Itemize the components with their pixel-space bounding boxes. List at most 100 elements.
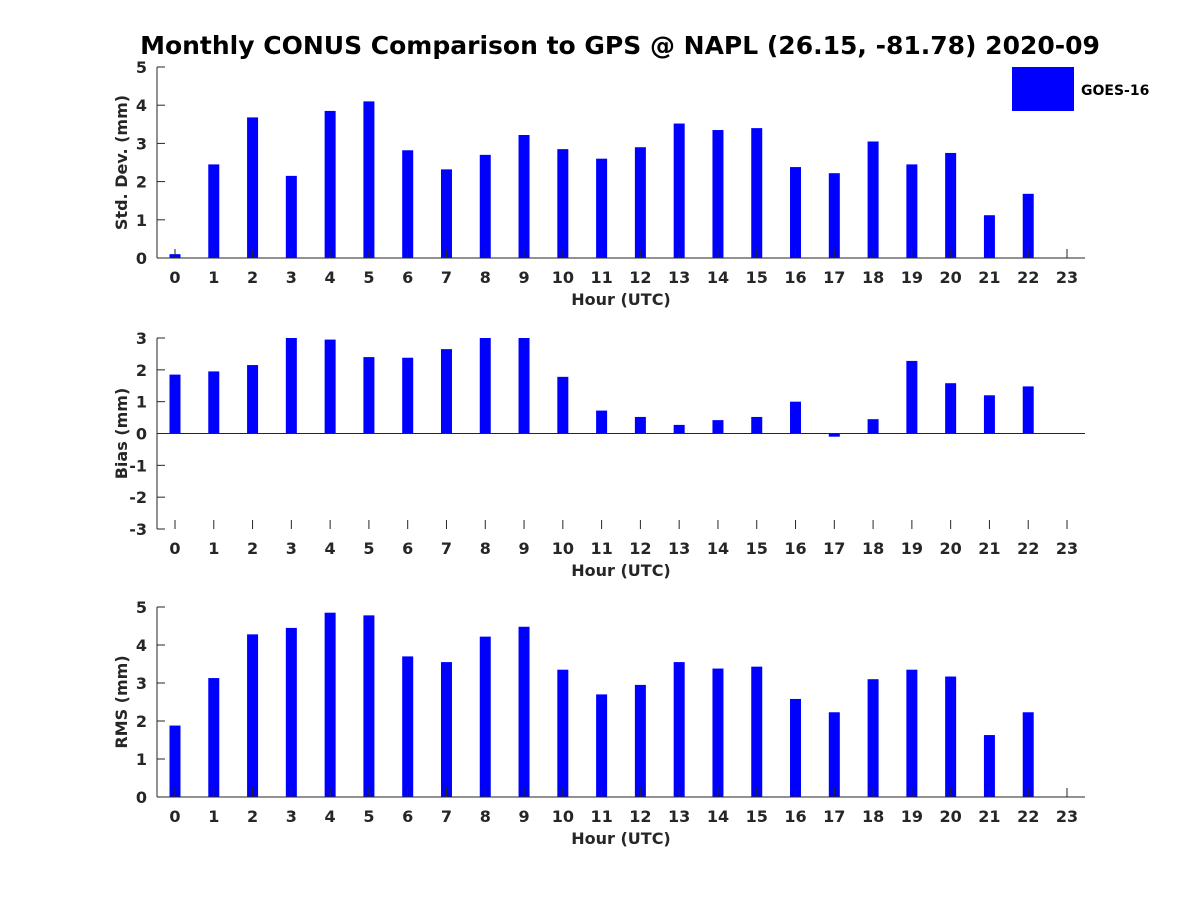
y-tick-label: 4 bbox=[136, 636, 147, 655]
bar-hour-1 bbox=[208, 164, 220, 258]
x-tick-label: 18 bbox=[862, 268, 884, 287]
bar-hour-9 bbox=[518, 338, 530, 434]
x-tick-label: 23 bbox=[1056, 539, 1078, 558]
x-tick-label: 4 bbox=[325, 268, 336, 287]
x-tick-label: 14 bbox=[707, 807, 729, 826]
x-tick-label: 22 bbox=[1017, 807, 1039, 826]
x-tick-label: 10 bbox=[552, 539, 574, 558]
x-tick-label: 12 bbox=[629, 268, 651, 287]
x-tick-label: 1 bbox=[208, 268, 219, 287]
chart-title: Monthly CONUS Comparison to GPS @ NAPL (… bbox=[140, 31, 1100, 60]
x-tick-label: 9 bbox=[518, 268, 529, 287]
bar-hour-21 bbox=[983, 215, 995, 258]
bar-hour-19 bbox=[906, 669, 918, 797]
x-tick-label: 11 bbox=[590, 539, 612, 558]
x-axis-label: Hour (UTC) bbox=[571, 561, 671, 580]
bar-hour-11 bbox=[596, 694, 608, 797]
bar-hour-7 bbox=[440, 169, 452, 258]
x-tick-label: 5 bbox=[363, 539, 374, 558]
x-tick-label: 8 bbox=[480, 807, 491, 826]
bar-hour-11 bbox=[596, 158, 608, 258]
x-tick-label: 23 bbox=[1056, 268, 1078, 287]
y-tick-label: 0 bbox=[136, 425, 147, 444]
bar-hour-16 bbox=[790, 167, 802, 258]
y-axis-label: Std. Dev. (mm) bbox=[112, 95, 131, 230]
bar-hour-6 bbox=[402, 357, 414, 434]
bar-hour-13 bbox=[673, 123, 685, 258]
x-tick-label: 15 bbox=[746, 539, 768, 558]
bar-hour-5 bbox=[363, 357, 375, 434]
x-tick-label: 16 bbox=[784, 268, 806, 287]
bar-hour-10 bbox=[557, 149, 569, 258]
x-tick-label: 19 bbox=[901, 268, 923, 287]
x-tick-label: 9 bbox=[518, 539, 529, 558]
x-tick-label: 1 bbox=[208, 807, 219, 826]
y-tick-label: 0 bbox=[136, 788, 147, 807]
y-tick-label: 4 bbox=[136, 96, 147, 115]
bar-hour-8 bbox=[479, 636, 491, 797]
x-tick-label: 17 bbox=[823, 539, 845, 558]
bar-hour-5 bbox=[363, 615, 375, 797]
bar-hour-3 bbox=[285, 175, 297, 258]
bar-hour-1 bbox=[208, 678, 220, 797]
x-tick-label: 20 bbox=[940, 268, 962, 287]
bar-hour-20 bbox=[945, 383, 957, 434]
bar-hour-3 bbox=[285, 338, 297, 434]
bar-hour-18 bbox=[867, 679, 879, 797]
bar-hour-0 bbox=[169, 374, 181, 434]
bar-hour-2 bbox=[247, 634, 259, 797]
x-tick-label: 20 bbox=[940, 539, 962, 558]
bar-hour-20 bbox=[945, 676, 957, 797]
x-tick-label: 18 bbox=[862, 539, 884, 558]
y-tick-label: 1 bbox=[136, 211, 147, 230]
x-tick-label: 1 bbox=[208, 539, 219, 558]
x-tick-label: 0 bbox=[169, 268, 180, 287]
y-tick-label: 3 bbox=[136, 329, 147, 348]
y-tick-label: 5 bbox=[136, 598, 147, 617]
x-tick-label: 6 bbox=[402, 268, 413, 287]
y-tick-label: 2 bbox=[136, 712, 147, 731]
bar-hour-12 bbox=[634, 416, 646, 434]
x-tick-label: 16 bbox=[784, 807, 806, 826]
x-tick-label: 0 bbox=[169, 539, 180, 558]
bar-hour-8 bbox=[479, 338, 491, 434]
bar-hour-14 bbox=[712, 420, 724, 434]
x-tick-label: 14 bbox=[707, 539, 729, 558]
bar-hour-19 bbox=[906, 360, 918, 434]
bar-hour-10 bbox=[557, 376, 569, 434]
x-tick-label: 17 bbox=[823, 268, 845, 287]
x-tick-label: 12 bbox=[629, 807, 651, 826]
x-tick-label: 17 bbox=[823, 807, 845, 826]
bar-hour-18 bbox=[867, 419, 879, 434]
x-tick-label: 14 bbox=[707, 268, 729, 287]
x-tick-label: 2 bbox=[247, 268, 258, 287]
bar-hour-7 bbox=[440, 349, 452, 434]
x-tick-label: 15 bbox=[746, 268, 768, 287]
y-tick-label: -2 bbox=[129, 488, 147, 507]
x-tick-label: 12 bbox=[629, 539, 651, 558]
bar-hour-0 bbox=[169, 725, 181, 797]
bar-hour-13 bbox=[673, 424, 685, 434]
bar-hour-17 bbox=[828, 173, 840, 258]
bar-hour-1 bbox=[208, 371, 220, 434]
y-tick-label: 2 bbox=[136, 173, 147, 192]
bar-hour-16 bbox=[790, 698, 802, 797]
x-tick-label: 11 bbox=[590, 807, 612, 826]
bar-hour-15 bbox=[751, 666, 763, 797]
x-tick-label: 21 bbox=[978, 807, 1000, 826]
bar-hour-6 bbox=[402, 656, 414, 797]
bar-hour-4 bbox=[324, 110, 336, 259]
x-tick-label: 23 bbox=[1056, 807, 1078, 826]
x-tick-label: 6 bbox=[402, 807, 413, 826]
x-tick-label: 7 bbox=[441, 268, 452, 287]
bar-hour-15 bbox=[751, 416, 763, 434]
x-tick-label: 22 bbox=[1017, 539, 1039, 558]
bar-hour-10 bbox=[557, 669, 569, 797]
x-tick-label: 3 bbox=[286, 539, 297, 558]
x-tick-label: 2 bbox=[247, 539, 258, 558]
bar-hour-8 bbox=[479, 154, 491, 258]
y-tick-label: 3 bbox=[136, 134, 147, 153]
